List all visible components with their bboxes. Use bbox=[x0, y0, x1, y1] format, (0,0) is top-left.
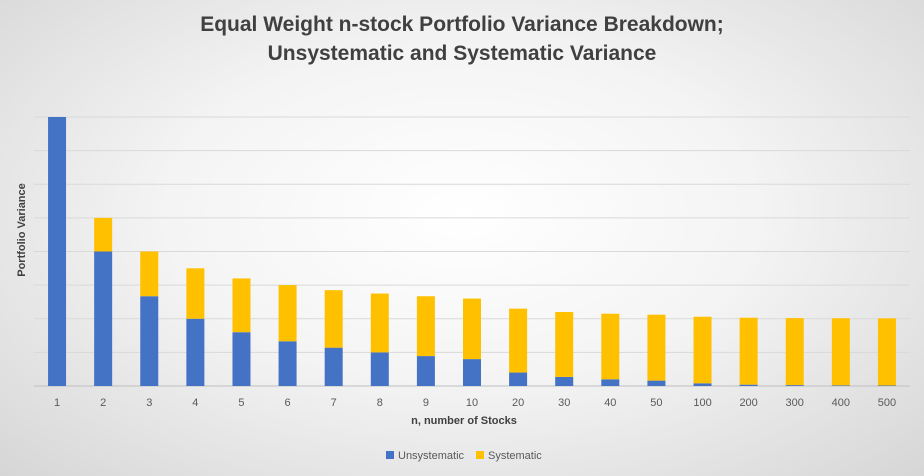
legend-label-unsystematic: Unsystematic bbox=[398, 450, 465, 462]
x-axis-label: n, number of Stocks bbox=[411, 415, 517, 427]
x-tick-label: 50 bbox=[650, 397, 662, 409]
bar-systematic-3 bbox=[140, 251, 159, 297]
bar-unsystematic-10 bbox=[463, 359, 481, 386]
bar-unsystematic-100 bbox=[693, 383, 712, 386]
legend-swatch-unsystematic bbox=[386, 451, 394, 459]
bar-systematic-20 bbox=[509, 308, 528, 373]
bar-unsystematic-400 bbox=[831, 385, 850, 386]
x-tick-label: 6 bbox=[285, 397, 291, 409]
bar-systematic-500 bbox=[877, 318, 896, 386]
x-tick-label: 400 bbox=[832, 397, 850, 409]
bar-unsystematic-7 bbox=[324, 347, 343, 386]
bar-systematic-7 bbox=[324, 290, 343, 348]
legend-swatch-systematic bbox=[476, 451, 484, 459]
bar-unsystematic-9 bbox=[416, 356, 435, 386]
bar-systematic-4 bbox=[186, 268, 205, 319]
bar-systematic-30 bbox=[555, 312, 574, 377]
bar-unsystematic-2 bbox=[94, 251, 113, 386]
legend: Unsystematic Systematic bbox=[386, 450, 542, 462]
bar-unsystematic-3 bbox=[140, 296, 159, 386]
bar-systematic-300 bbox=[785, 318, 804, 386]
bar-unsystematic-50 bbox=[647, 380, 666, 386]
x-tick-label: 7 bbox=[331, 397, 337, 409]
y-axis-label: Portfolio Variance bbox=[16, 183, 28, 277]
bar-systematic-9 bbox=[416, 296, 435, 357]
x-tick-label: 1 bbox=[54, 397, 60, 409]
bar-systematic-5 bbox=[232, 278, 251, 333]
bar-systematic-10 bbox=[463, 298, 481, 360]
x-tick-label: 40 bbox=[604, 397, 616, 409]
gridlines bbox=[34, 116, 910, 387]
x-tick-label: 5 bbox=[238, 397, 244, 409]
bar-unsystematic-500 bbox=[877, 385, 896, 386]
bar-unsystematic-8 bbox=[370, 352, 389, 386]
bar-unsystematic-40 bbox=[601, 379, 620, 386]
bars bbox=[48, 117, 896, 386]
x-tick-label: 20 bbox=[512, 397, 524, 409]
x-tick-label: 300 bbox=[786, 397, 804, 409]
bar-unsystematic-30 bbox=[555, 376, 574, 386]
x-tick-label: 30 bbox=[558, 397, 570, 409]
x-tick-labels: 1 2 3 4 5 6 7 8 9 10 20 30 40 50 100 200 300 400 500 bbox=[54, 397, 896, 409]
bar-systematic-40 bbox=[601, 313, 620, 380]
legend-label-systematic: Systematic bbox=[488, 450, 542, 462]
bar-unsystematic-300 bbox=[785, 385, 804, 386]
bar-systematic-200 bbox=[739, 317, 758, 385]
x-tick-label: 10 bbox=[466, 397, 478, 409]
x-tick-label: 4 bbox=[192, 397, 198, 409]
bar-systematic-50 bbox=[647, 314, 666, 381]
x-tick-label: 500 bbox=[878, 397, 896, 409]
x-tick-label: 200 bbox=[739, 397, 757, 409]
x-tick-label: 100 bbox=[693, 397, 711, 409]
bar-unsystematic-20 bbox=[509, 372, 528, 386]
bar-unsystematic-5 bbox=[232, 332, 251, 386]
x-tick-label: 9 bbox=[423, 397, 429, 409]
bar-unsystematic-4 bbox=[186, 318, 205, 386]
bar-systematic-2 bbox=[94, 217, 113, 252]
bar-unsystematic-200 bbox=[739, 384, 758, 386]
bar-systematic-400 bbox=[831, 318, 850, 386]
x-tick-label: 3 bbox=[146, 397, 152, 409]
bar-unsystematic-6 bbox=[278, 341, 297, 386]
bar-systematic-8 bbox=[370, 293, 389, 353]
bar-systematic-100 bbox=[693, 316, 712, 384]
chart-title-line-1: Equal Weight n-stock Portfolio Variance … bbox=[200, 13, 724, 36]
bar-systematic-6 bbox=[278, 285, 297, 342]
chart-title: Equal Weight n-stock Portfolio Variance … bbox=[0, 10, 924, 68]
x-tick-label: 2 bbox=[100, 397, 106, 409]
bar-unsystematic-1 bbox=[48, 117, 67, 386]
chart-title-line-2: Unsystematic and Systematic Variance bbox=[267, 42, 657, 65]
x-tick-label: 8 bbox=[377, 397, 383, 409]
